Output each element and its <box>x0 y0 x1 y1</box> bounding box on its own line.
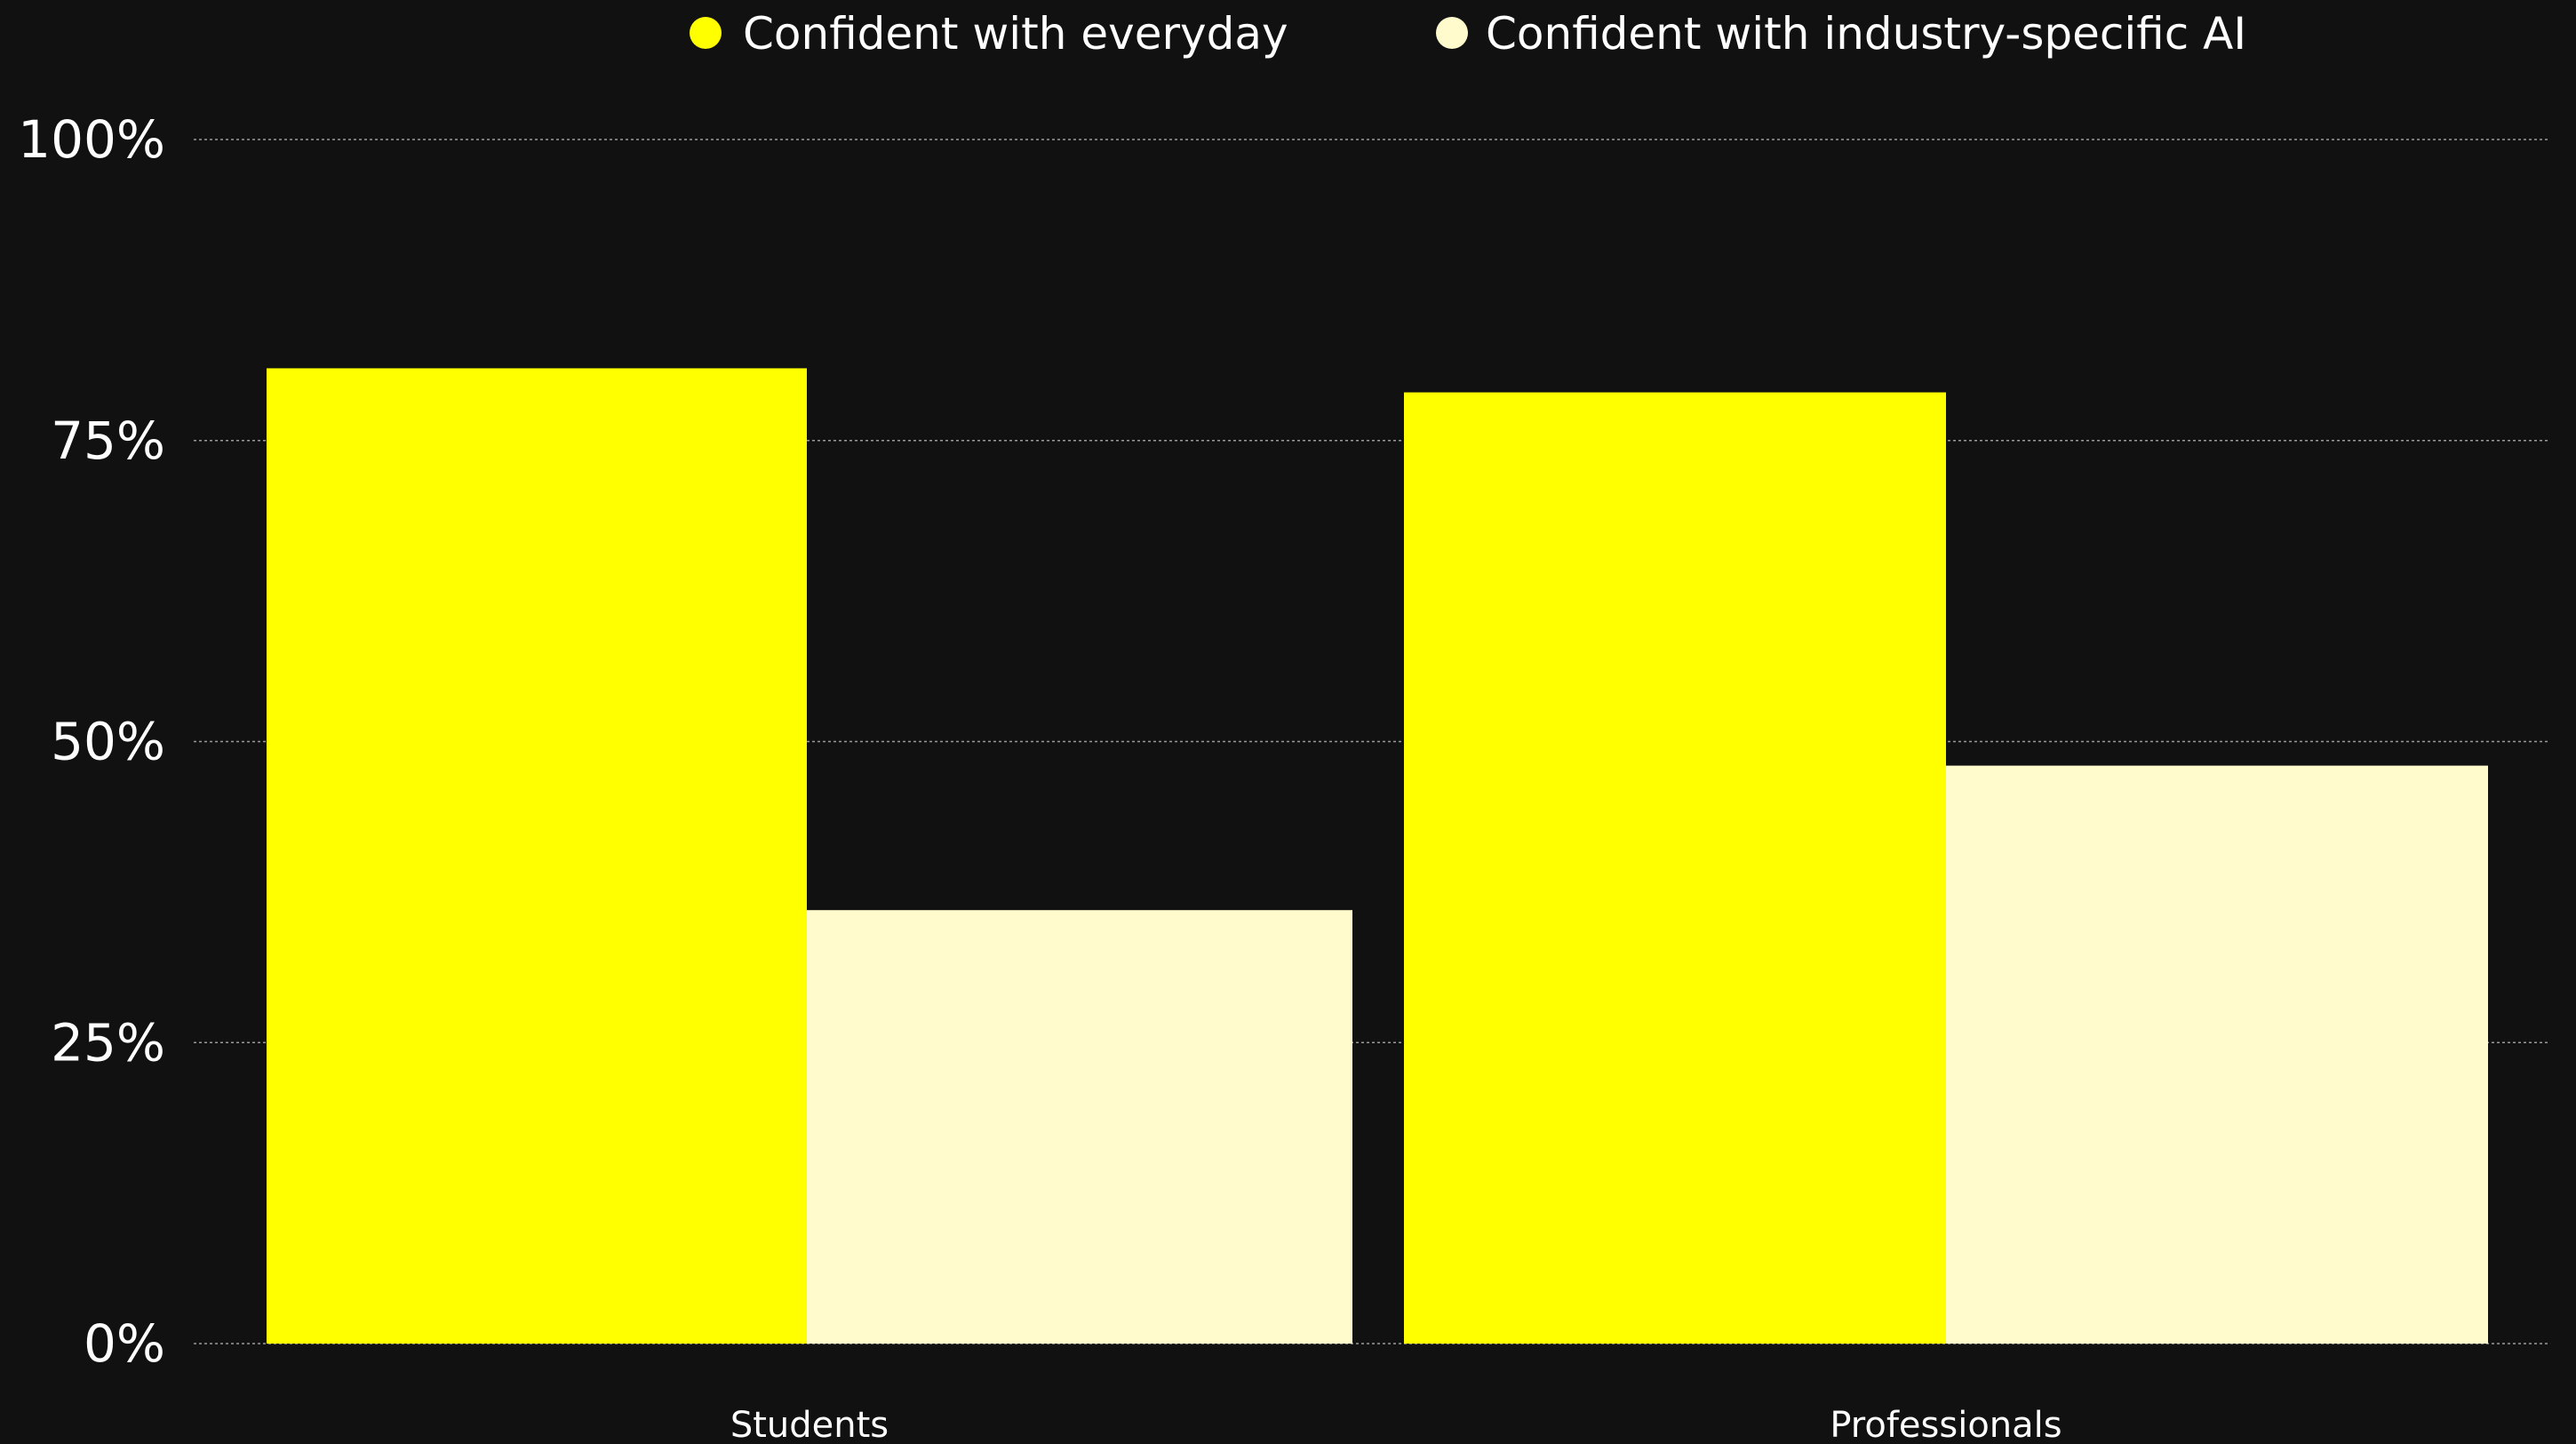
chart-bars <box>267 368 2488 1344</box>
y-tick-label: 100% <box>18 109 165 170</box>
x-category-label: Students <box>730 1405 889 1444</box>
x-axis-category-labels: Students Professionals <box>730 1405 2062 1444</box>
y-tick-label: 50% <box>51 712 165 772</box>
x-category-label: Professionals <box>1830 1405 2062 1444</box>
bar-professionals-series-1 <box>1404 392 1946 1344</box>
y-tick-label: 25% <box>51 1012 165 1073</box>
bar-professionals-series-2 <box>1946 765 2488 1344</box>
bar-students-series-2 <box>807 910 1352 1344</box>
y-axis-tick-labels: 0% 25% 50% 75% 100% <box>18 109 165 1374</box>
chart-legend: Confident with everyday Confident with in… <box>690 8 2246 60</box>
legend-label: Confident with industry-specific AI <box>1486 8 2246 60</box>
bar-students-series-1 <box>267 368 807 1344</box>
y-tick-label: 75% <box>51 411 165 471</box>
y-tick-label: 0% <box>84 1313 165 1374</box>
legend-swatch <box>1436 17 1468 49</box>
legend-label: Confident with everyday <box>743 8 1288 60</box>
legend-swatch <box>690 17 722 49</box>
